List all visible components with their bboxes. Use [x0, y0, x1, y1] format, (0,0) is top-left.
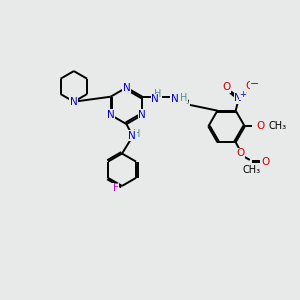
Text: CH₃: CH₃ — [268, 122, 286, 131]
Text: N: N — [138, 110, 146, 120]
Text: H: H — [133, 129, 140, 139]
Text: O: O — [256, 122, 264, 131]
Text: −: − — [250, 79, 260, 89]
Text: N: N — [234, 93, 242, 103]
Text: +: + — [239, 90, 246, 99]
Text: H: H — [180, 93, 187, 103]
Text: O: O — [236, 148, 244, 158]
Text: N: N — [123, 82, 130, 93]
Text: O: O — [261, 157, 269, 167]
Text: H: H — [154, 89, 161, 99]
Text: CH₃: CH₃ — [242, 165, 260, 175]
Text: N: N — [107, 110, 115, 120]
Text: N: N — [171, 94, 178, 104]
Text: N: N — [128, 131, 136, 141]
Text: F: F — [112, 183, 118, 193]
Text: N: N — [151, 94, 159, 104]
Text: O: O — [222, 82, 230, 92]
Text: N: N — [70, 97, 78, 107]
Text: O: O — [246, 82, 254, 92]
